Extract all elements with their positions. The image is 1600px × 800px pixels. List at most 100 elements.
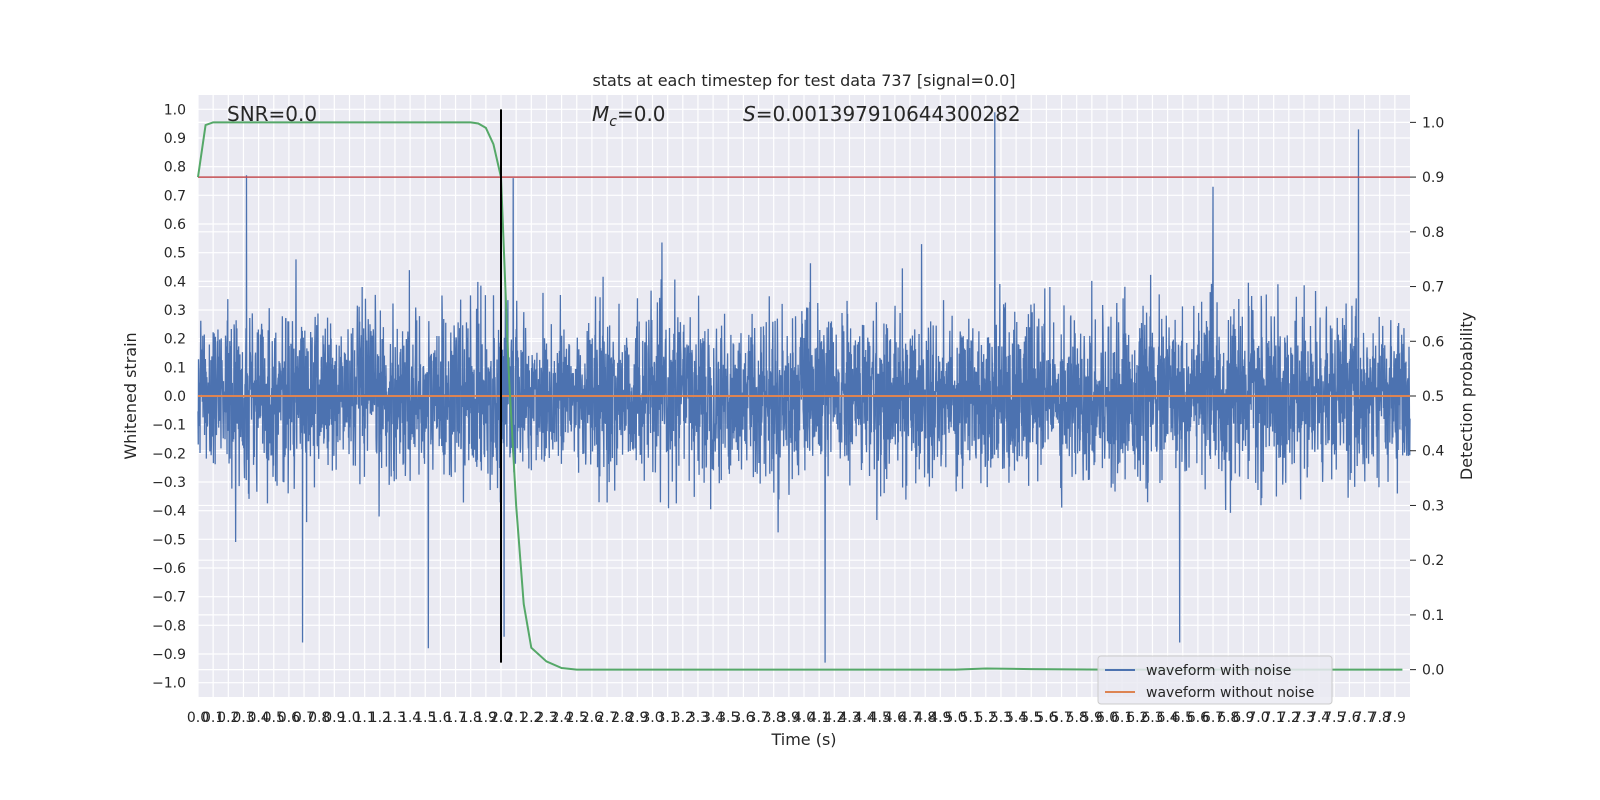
y-axis-ticks: 1.0 0.9 0.8 0.7 0.6 0.5 0.4 0.3 0.2 0.1 0.0 −0.1 −0.… [152, 102, 186, 691]
x-tick-label: 7.1 [1263, 710, 1285, 726]
y-tick-label: 0.5 [164, 246, 186, 262]
x-tick-label: 1.8 [460, 710, 482, 726]
annotation-statistic-symbol: S [743, 102, 756, 126]
x-tick-label: 0.4 [247, 710, 269, 726]
y2-tick-label: 0.3 [1422, 498, 1444, 514]
annotation-statistic: S=0.001397910644300282 [743, 102, 1021, 126]
y-tick-label: 0.9 [164, 131, 186, 147]
x-tick-label: 1.3 [384, 710, 406, 726]
y-tick-label: −0.2 [152, 446, 186, 462]
x-tick-label: 2.6 [581, 710, 603, 726]
x-tick-label: 0.6 [278, 710, 300, 726]
annotation-chirp-mass: Mc=0.0 [592, 102, 666, 130]
x-tick-label: 2.1 [505, 710, 527, 726]
x-tick-label: 3.6 [732, 710, 754, 726]
y-tick-label: −1.0 [152, 676, 186, 692]
y-tick-label: −0.4 [152, 504, 186, 520]
y-tick-label: −0.7 [152, 590, 186, 606]
x-tick-label: 5.5 [1020, 710, 1042, 726]
x-tick-label: 7.5 [1323, 710, 1345, 726]
x-tick-label: 2.9 [626, 710, 648, 726]
y2-tick-label: 0.7 [1422, 280, 1444, 296]
x-tick-label: 4.3 [838, 710, 860, 726]
y2-tick-label: 0.4 [1422, 444, 1444, 460]
x-tick-label: 1.0 [338, 710, 360, 726]
y2-tick-label: 0.9 [1422, 170, 1444, 186]
x-axis-ticks: 0.00.10.20.30.40.50.60.70.80.91.01.11.21… [187, 710, 1406, 726]
y-tick-label: −0.8 [152, 618, 186, 634]
x-tick-label: 2.5 [566, 710, 588, 726]
x-tick-label: 1.7 [444, 710, 466, 726]
x-tick-label: 5.7 [1050, 710, 1072, 726]
x-tick-label: 5.0 [944, 710, 966, 726]
x-tick-label: 4.9 [929, 710, 951, 726]
y-tick-label: 0.2 [164, 332, 186, 348]
x-tick-label: 4.5 [869, 710, 891, 726]
y2-axis-ticks: 1.0 0.9 0.8 0.7 0.6 0.5 0.4 0.3 0.2 0.1 0.0 [1410, 115, 1444, 679]
annotation-chirp-mass-symbol: M [592, 102, 609, 126]
y-tick-label: 0.7 [164, 188, 186, 204]
chart-title: stats at each timestep for test data 737… [592, 71, 1015, 90]
x-tick-label: 1.1 [354, 710, 376, 726]
x-tick-label: 6.2 [1126, 710, 1148, 726]
y2-tick-label: 1.0 [1422, 115, 1444, 131]
x-tick-label: 7.7 [1353, 710, 1375, 726]
y2-tick-label: 0.5 [1422, 389, 1444, 405]
x-tick-label: 6.1 [1111, 710, 1133, 726]
x-axis-label: Time (s) [770, 730, 836, 749]
legend-label-waveform-without-noise: waveform without noise [1146, 685, 1314, 701]
x-tick-label: 6.4 [1156, 710, 1178, 726]
y2-axis-label: Detection probability [1457, 312, 1476, 480]
x-tick-label: 5.3 [990, 710, 1012, 726]
annotation-chirp-mass-value: =0.0 [617, 102, 666, 126]
x-tick-label: 2.7 [596, 710, 618, 726]
x-tick-label: 3.0 [641, 710, 663, 726]
y-tick-label: −0.9 [152, 647, 186, 663]
y-tick-label: 0.8 [164, 160, 186, 176]
x-tick-label: 0.9 [323, 710, 345, 726]
x-tick-label: 0.5 [263, 710, 285, 726]
annotation-statistic-value: =0.001397910644300282 [756, 102, 1021, 126]
x-tick-label: 7.6 [1338, 710, 1360, 726]
x-tick-label: 5.9 [1081, 710, 1103, 726]
x-tick-label: 3.8 [763, 710, 785, 726]
x-tick-label: 7.8 [1369, 710, 1391, 726]
x-tick-label: 5.6 [1035, 710, 1057, 726]
y2-tick-label: 0.8 [1422, 225, 1444, 241]
y-tick-label: 0.0 [164, 389, 186, 405]
x-tick-label: 5.4 [1005, 710, 1027, 726]
x-tick-label: 0.0 [187, 710, 209, 726]
x-tick-label: 5.2 [975, 710, 997, 726]
x-tick-label: 5.1 [960, 710, 982, 726]
legend-label-waveform-with-noise: waveform with noise [1146, 663, 1291, 679]
legend-box [1097, 655, 1333, 705]
x-tick-label: 3.4 [702, 710, 724, 726]
y-tick-label: 0.6 [164, 217, 186, 233]
plot-area [197, 109, 1411, 671]
y2-tick-label: 0.2 [1422, 553, 1444, 569]
y-tick-label: −0.5 [152, 532, 186, 548]
x-tick-label: 1.9 [475, 710, 497, 726]
x-tick-label: 3.5 [717, 710, 739, 726]
x-tick-label: 0.7 [293, 710, 315, 726]
x-tick-label: 7.0 [1247, 710, 1269, 726]
y-tick-label: 0.4 [164, 274, 186, 290]
x-tick-label: 1.4 [399, 710, 421, 726]
x-tick-label: 7.4 [1308, 710, 1330, 726]
x-tick-label: 6.7 [1202, 710, 1224, 726]
x-tick-label: 1.5 [414, 710, 436, 726]
x-tick-label: 6.9 [1232, 710, 1254, 726]
x-tick-label: 2.4 [550, 710, 572, 726]
x-tick-label: 0.3 [232, 710, 254, 726]
x-tick-label: 6.6 [1187, 710, 1209, 726]
x-tick-label: 6.3 [1141, 710, 1163, 726]
y2-tick-label: 0.6 [1422, 334, 1444, 350]
x-tick-label: 0.8 [308, 710, 330, 726]
x-tick-label: 6.8 [1217, 710, 1239, 726]
x-tick-label: 4.2 [823, 710, 845, 726]
x-tick-label: 6.0 [1096, 710, 1118, 726]
y-tick-label: −0.6 [152, 561, 186, 577]
y-tick-label: −0.3 [152, 475, 186, 491]
annotation-chirp-mass-subscript: c [609, 114, 617, 130]
